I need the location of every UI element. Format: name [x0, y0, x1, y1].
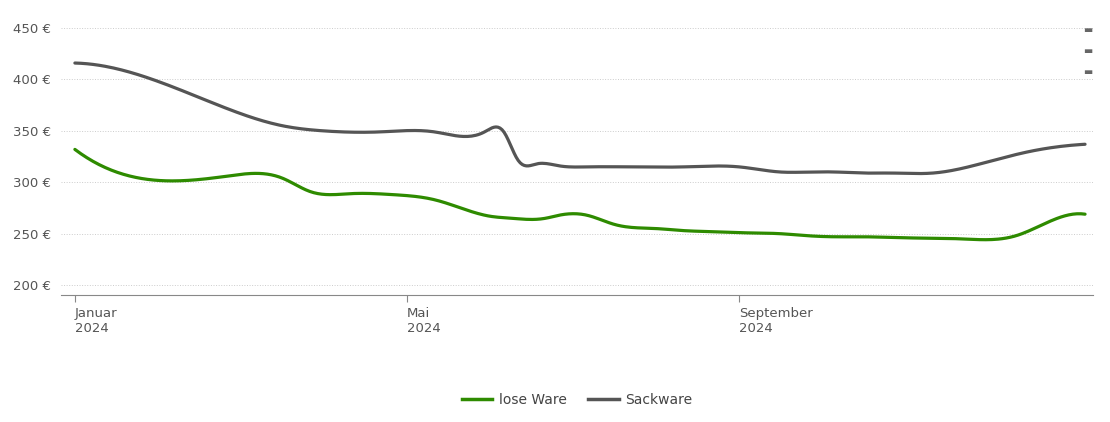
Text: ▬: ▬ — [1083, 24, 1092, 35]
Text: ▬: ▬ — [1083, 67, 1092, 77]
Text: ▬: ▬ — [1083, 46, 1092, 56]
Legend: lose Ware, Sackware: lose Ware, Sackware — [456, 388, 698, 413]
